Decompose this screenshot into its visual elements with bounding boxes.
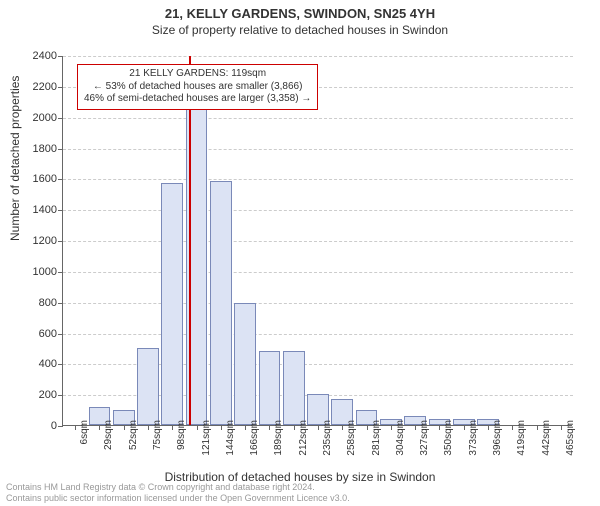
x-tick-label: 373sqm bbox=[468, 420, 479, 456]
y-tick-label: 1000 bbox=[17, 266, 57, 278]
x-tick-label: 396sqm bbox=[492, 420, 503, 456]
y-tick-mark bbox=[58, 426, 63, 427]
y-tick-label: 2200 bbox=[17, 81, 57, 93]
y-tick-label: 800 bbox=[17, 297, 57, 309]
histogram-bar bbox=[234, 303, 256, 425]
y-tick-mark bbox=[58, 241, 63, 242]
histogram-bar bbox=[161, 183, 183, 425]
x-tick-label: 144sqm bbox=[225, 420, 236, 456]
y-tick-mark bbox=[58, 272, 63, 273]
x-tick-label: 281sqm bbox=[371, 420, 382, 456]
x-tick-label: 327sqm bbox=[419, 420, 430, 456]
y-tick-mark bbox=[58, 303, 63, 304]
y-axis-label: Number of detached properties bbox=[8, 76, 22, 241]
histogram-bar bbox=[210, 181, 232, 425]
y-tick-label: 600 bbox=[17, 328, 57, 340]
y-tick-label: 2400 bbox=[17, 50, 57, 62]
x-tick-mark bbox=[512, 425, 513, 430]
y-tick-label: 2000 bbox=[17, 112, 57, 124]
y-tick-mark bbox=[58, 149, 63, 150]
x-tick-label: 189sqm bbox=[273, 420, 284, 456]
histogram-bar bbox=[137, 348, 159, 425]
x-tick-mark bbox=[221, 425, 222, 430]
y-tick-label: 200 bbox=[17, 389, 57, 401]
x-tick-mark bbox=[245, 425, 246, 430]
x-tick-label: 442sqm bbox=[541, 420, 552, 456]
x-tick-mark bbox=[294, 425, 295, 430]
gridline bbox=[63, 118, 573, 119]
x-tick-label: 235sqm bbox=[322, 420, 333, 456]
info-box-line: ← 53% of detached houses are smaller (3,… bbox=[84, 81, 311, 94]
y-tick-mark bbox=[58, 210, 63, 211]
y-tick-label: 1600 bbox=[17, 173, 57, 185]
y-tick-label: 1200 bbox=[17, 235, 57, 247]
x-tick-mark bbox=[537, 425, 538, 430]
chart-title-sub: Size of property relative to detached ho… bbox=[0, 23, 600, 37]
gridline bbox=[63, 210, 573, 211]
footer-line-1: Contains HM Land Registry data © Crown c… bbox=[6, 482, 350, 493]
footer-attribution: Contains HM Land Registry data © Crown c… bbox=[6, 482, 350, 504]
plot-region: 0200400600800100012001400160018002000220… bbox=[62, 56, 572, 426]
y-tick-mark bbox=[58, 118, 63, 119]
x-tick-label: 350sqm bbox=[443, 420, 454, 456]
x-tick-mark bbox=[172, 425, 173, 430]
x-tick-mark bbox=[342, 425, 343, 430]
x-tick-label: 212sqm bbox=[298, 420, 309, 456]
gridline bbox=[63, 149, 573, 150]
y-tick-label: 0 bbox=[17, 420, 57, 432]
x-tick-mark bbox=[464, 425, 465, 430]
gridline bbox=[63, 272, 573, 273]
y-tick-mark bbox=[58, 364, 63, 365]
chart-area: 0200400600800100012001400160018002000220… bbox=[62, 56, 572, 426]
y-tick-mark bbox=[58, 87, 63, 88]
y-tick-mark bbox=[58, 395, 63, 396]
x-tick-label: 304sqm bbox=[395, 420, 406, 456]
x-tick-mark bbox=[367, 425, 368, 430]
y-tick-label: 1800 bbox=[17, 143, 57, 155]
gridline bbox=[63, 56, 573, 57]
x-tick-label: 166sqm bbox=[249, 420, 260, 456]
x-tick-mark bbox=[75, 425, 76, 430]
x-tick-mark bbox=[439, 425, 440, 430]
info-box: 21 KELLY GARDENS: 119sqm← 53% of detache… bbox=[77, 64, 318, 110]
x-tick-label: 419sqm bbox=[516, 420, 527, 456]
gridline bbox=[63, 241, 573, 242]
histogram-bar bbox=[259, 351, 281, 425]
x-tick-mark bbox=[488, 425, 489, 430]
x-tick-mark bbox=[318, 425, 319, 430]
footer-line-2: Contains public sector information licen… bbox=[6, 493, 350, 504]
x-tick-mark bbox=[124, 425, 125, 430]
chart-title-main: 21, KELLY GARDENS, SWINDON, SN25 4YH bbox=[0, 6, 600, 21]
y-tick-mark bbox=[58, 334, 63, 335]
x-tick-label: 465sqm bbox=[565, 420, 576, 456]
info-box-line: 21 KELLY GARDENS: 119sqm bbox=[84, 68, 311, 81]
x-tick-mark bbox=[415, 425, 416, 430]
y-tick-mark bbox=[58, 56, 63, 57]
x-tick-mark bbox=[148, 425, 149, 430]
gridline bbox=[63, 179, 573, 180]
x-tick-mark bbox=[391, 425, 392, 430]
reference-line bbox=[189, 56, 191, 425]
x-tick-label: 258sqm bbox=[346, 420, 357, 456]
x-tick-mark bbox=[197, 425, 198, 430]
gridline bbox=[63, 303, 573, 304]
gridline bbox=[63, 334, 573, 335]
y-tick-label: 400 bbox=[17, 358, 57, 370]
y-tick-label: 1400 bbox=[17, 204, 57, 216]
info-box-line: 46% of semi-detached houses are larger (… bbox=[84, 93, 311, 106]
x-tick-mark bbox=[561, 425, 562, 430]
x-tick-label: 121sqm bbox=[201, 420, 212, 456]
x-tick-mark bbox=[99, 425, 100, 430]
x-tick-mark bbox=[269, 425, 270, 430]
histogram-bar bbox=[283, 351, 305, 425]
y-tick-mark bbox=[58, 179, 63, 180]
